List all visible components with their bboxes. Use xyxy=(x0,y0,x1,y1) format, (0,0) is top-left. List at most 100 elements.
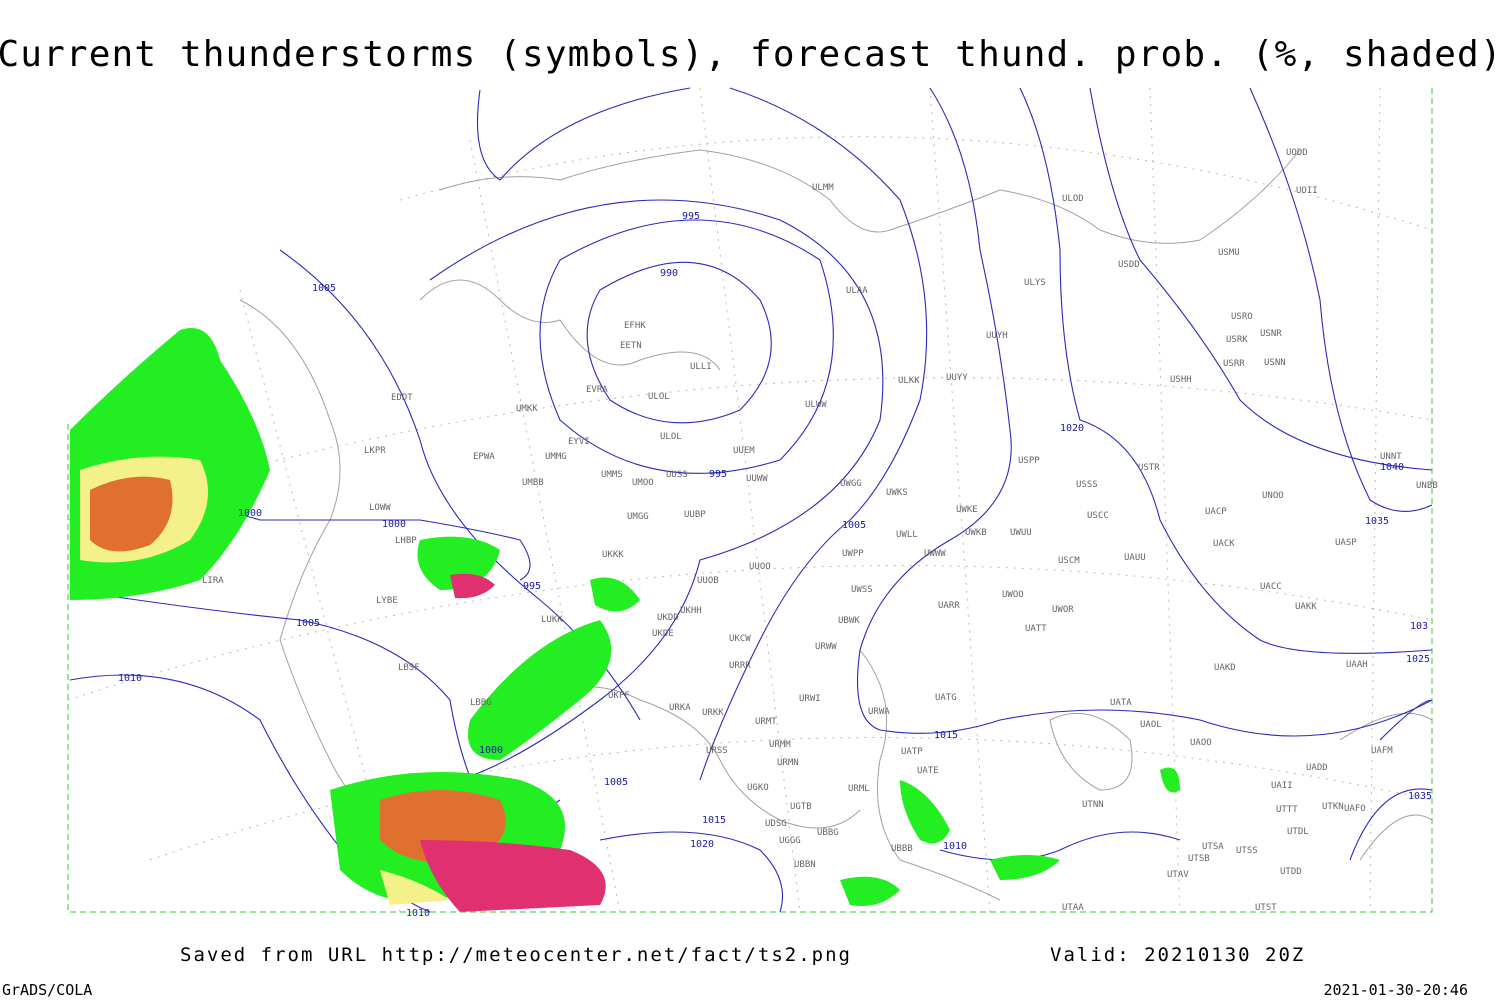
station-label: UUOB xyxy=(697,576,719,586)
station-label: UWSS xyxy=(851,585,873,595)
station-label: UTDL xyxy=(1287,827,1309,837)
isobar-label: 1035 xyxy=(1408,791,1432,802)
station-label: USRK xyxy=(1226,335,1248,345)
station-label: UMMG xyxy=(545,452,567,462)
station-label: USCC xyxy=(1087,511,1109,521)
station-label: UAOO xyxy=(1190,738,1212,748)
station-label: UNBB xyxy=(1416,481,1438,491)
station-label: USTR xyxy=(1138,463,1160,473)
isobars xyxy=(69,87,1433,913)
station-label: UTTT xyxy=(1276,805,1298,815)
station-label: UTDD xyxy=(1280,867,1302,877)
station-label: UACC xyxy=(1260,582,1282,592)
station-label: USDD xyxy=(1118,260,1140,270)
station-label: LIRA xyxy=(202,576,224,586)
station-label: UUWW xyxy=(746,474,768,484)
station-label: EETN xyxy=(620,341,642,351)
station-label: UKKK xyxy=(602,550,624,560)
station-label: UTSB xyxy=(1188,854,1210,864)
station-label: UADD xyxy=(1306,763,1328,773)
isobar-label: 1005 xyxy=(312,283,336,294)
station-label: USCM xyxy=(1058,556,1080,566)
station-label: EPWA xyxy=(473,452,495,462)
isobar-label: 1005 xyxy=(842,520,866,531)
isobar-label: 1010 xyxy=(943,841,967,852)
station-label: UMKK xyxy=(516,404,538,414)
station-label: UGKO xyxy=(747,783,769,793)
station-label: URMM xyxy=(769,740,791,750)
station-label: UARR xyxy=(938,601,960,611)
isobar-label: 1015 xyxy=(934,730,958,741)
station-label: UATP xyxy=(901,747,923,757)
station-label: UKDE xyxy=(652,629,674,639)
isobar-label: 995 xyxy=(682,211,700,222)
isobar-label: 1020 xyxy=(1060,423,1084,434)
station-label: URWI xyxy=(799,694,821,704)
station-label: UAKK xyxy=(1295,602,1317,612)
isobar-label: 995 xyxy=(523,581,541,592)
station-label: ULWW xyxy=(805,400,827,410)
station-label: UATE xyxy=(917,766,939,776)
isobar-label: 1000 xyxy=(382,519,406,530)
isobar-label: 1035 xyxy=(1365,516,1389,527)
station-label: LYBE xyxy=(376,596,398,606)
station-label: URSS xyxy=(706,746,728,756)
isobar-label: 1020 xyxy=(690,839,714,850)
station-label: UUYH xyxy=(986,331,1008,341)
isobar-label: 1015 xyxy=(702,815,726,826)
isobar-label: 995 xyxy=(709,469,727,480)
station-label: URWW xyxy=(815,642,837,652)
station-labels: ULMM ULOD UODD UOII USMU USDD ULAA ULYS USRO USNR… xyxy=(202,148,1438,913)
station-label: UUYY xyxy=(946,373,968,383)
station-label: URMN xyxy=(777,758,799,768)
map-area: ULMM ULOD UODD UOII USMU USDD ULAA ULYS USRO USNR… xyxy=(67,87,1438,919)
station-label: UATA xyxy=(1110,698,1132,708)
station-label: URMT xyxy=(755,717,777,727)
station-label: UBWK xyxy=(838,616,860,626)
station-label: UUOO xyxy=(749,562,771,572)
station-label: ULOL xyxy=(648,392,670,402)
station-label: UACK xyxy=(1213,539,1235,549)
station-label: LBSF xyxy=(398,663,420,673)
station-label: UAUU xyxy=(1124,553,1146,563)
station-label: UNOO xyxy=(1262,491,1284,501)
station-label: USRO xyxy=(1231,312,1253,322)
station-label: UUBP xyxy=(684,510,706,520)
station-label: UAKD xyxy=(1214,663,1236,673)
station-label: EVRA xyxy=(586,385,608,395)
station-label: UWLL xyxy=(896,530,918,540)
station-label: USNN xyxy=(1264,358,1286,368)
station-label: UAAH xyxy=(1346,660,1368,670)
station-label: UKDD xyxy=(657,613,679,623)
station-label: ULAA xyxy=(846,286,868,296)
station-label: URRR xyxy=(729,661,751,671)
station-label: USPP xyxy=(1018,456,1040,466)
station-label: UDSG xyxy=(765,819,787,829)
station-label: EFHK xyxy=(624,321,646,331)
station-label: UBBG xyxy=(817,828,839,838)
station-label: USHH xyxy=(1170,375,1192,385)
station-label: UMGG xyxy=(627,512,649,522)
station-label: UTNN xyxy=(1082,800,1104,810)
station-label: UGTB xyxy=(790,802,812,812)
valid-time: Valid: 20210130 20Z xyxy=(1050,944,1305,966)
station-label: UTKN xyxy=(1322,802,1344,812)
timestamp: 2021-01-30-20:46 xyxy=(1324,981,1469,999)
station-label: EYVI xyxy=(568,437,590,447)
station-label: UGGG xyxy=(779,836,801,846)
station-label: UKCW xyxy=(729,634,751,644)
station-label: ULKK xyxy=(898,376,920,386)
isobar-label: 1005 xyxy=(296,618,320,629)
station-label: URKA xyxy=(669,703,691,713)
station-label: LKPR xyxy=(364,446,386,456)
station-label: UAFO xyxy=(1344,804,1366,814)
station-label: UTSA xyxy=(1202,842,1224,852)
station-label: UWKE xyxy=(956,505,978,515)
station-label: UBBB xyxy=(891,844,913,854)
station-label: UUSS xyxy=(666,470,688,480)
station-label: ULOL xyxy=(660,432,682,442)
station-label: ULLI xyxy=(690,362,712,372)
software: GrADS/COLA xyxy=(2,981,92,999)
station-label: UACP xyxy=(1205,507,1227,517)
